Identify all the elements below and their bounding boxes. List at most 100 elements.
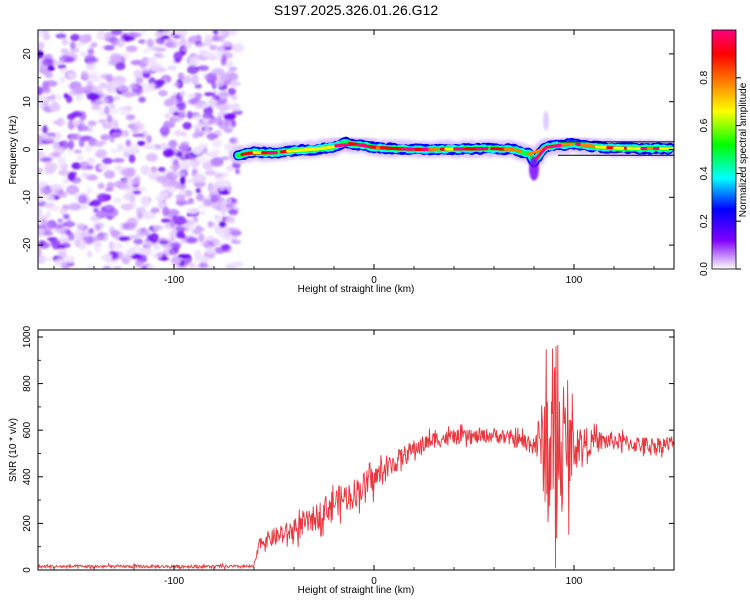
spectrogram-noise-blob [183, 258, 191, 264]
spectrogram-noise-blob [103, 204, 115, 214]
spectrogram-ytick-label: -20 [22, 237, 33, 252]
spectrogram-noise-blob [180, 90, 186, 98]
spectrogram-noise-region [38, 30, 245, 269]
spectrogram-noise-blob [140, 196, 150, 206]
spectrogram-noise-blob [179, 35, 186, 45]
snr-panel: -100 0 100 0 200 400 600 800 1000 Height of str… [8, 325, 675, 596]
spectrogram-noise-blob [172, 214, 178, 222]
spectrogram-noise-blob [130, 59, 144, 66]
spectrogram-noise-blob [176, 102, 186, 111]
spectrogram-noise-blob [218, 190, 230, 195]
spectrogram-noise-blob [219, 72, 233, 81]
spectrogram-noise-blob [109, 103, 116, 109]
spectrogram-noise-blob [196, 65, 209, 71]
spectrogram-noise-blob [194, 42, 207, 48]
spectrogram-noise-blob [45, 211, 51, 219]
spectrogram-noise-blob [176, 230, 185, 239]
spectrogram-noise-blob [210, 157, 224, 167]
spectrogram-noise-blob [111, 30, 123, 36]
spectrogram-noise-blob [231, 261, 244, 267]
spectrogram-noise-blob [221, 54, 227, 64]
spectrogram-noise-blob [38, 242, 50, 249]
spectrogram-noise-blob [230, 230, 242, 237]
spectrogram-noise-blob [87, 265, 94, 269]
spectrogram-noise-blob [227, 30, 238, 36]
spectrogram-noise-blob [110, 148, 122, 153]
spectrogram-noise-blob [153, 243, 161, 251]
spectrogram-noise-blob [175, 200, 188, 206]
spectrogram-noise-blob [59, 67, 69, 74]
spectrogram-noise-blob [116, 38, 125, 48]
spectrogram-noise-blob [218, 90, 230, 100]
spectrogram-noise-blob [128, 120, 136, 125]
spectrogram-noise-blob [159, 126, 170, 136]
spectrogram-noise-blob [91, 104, 101, 111]
spectrogram-noise-blob [204, 245, 216, 255]
spectrogram-noise-blob [125, 45, 138, 53]
spectrogram-noise-blob [65, 255, 75, 264]
spectrogram-noise-blob [42, 32, 51, 41]
spectrogram-noise-blob [132, 133, 145, 138]
spectrogram-noise-blob [81, 172, 89, 179]
spectrogram-noise-blob [208, 98, 218, 107]
spectrogram-noise-blob [49, 98, 55, 103]
spectrogram-noise-blob [103, 170, 115, 179]
spectrogram-noise-blob [135, 76, 144, 84]
spectrogram-noise-blob [149, 232, 159, 243]
spectrogram-noise-blob [38, 41, 45, 50]
spectrogram-noise-blob [110, 87, 117, 94]
spectrogram-noise-blob [52, 60, 65, 66]
spectrogram-noise-blob [117, 143, 123, 151]
spectrogram-noise-blob [156, 252, 167, 258]
spectrogram-noise-blob [120, 109, 132, 116]
colorbar-tick-label: 0.6 [699, 118, 710, 132]
spectrogram-noise-blob [61, 38, 69, 46]
spectrogram-noise-blob [202, 148, 208, 154]
spectrogram-noise-blob [98, 164, 109, 170]
spectrogram-noise-blob [73, 149, 82, 154]
spectrogram-noise-blob [192, 146, 202, 155]
spectrogram-noise-blob [135, 261, 144, 268]
spectrogram-noise-blob [220, 156, 230, 161]
spectrogram-noise-blob [59, 168, 69, 176]
trace-hot-segment [514, 148, 522, 153]
spectrogram-noise-blob [67, 232, 75, 241]
spectrogram-noise-blob [76, 222, 85, 229]
spectrogram-noise-blob [84, 75, 97, 80]
trace-dip [529, 156, 539, 181]
spectrogram-noise-blob [193, 181, 206, 188]
spectrogram-noise-blob [57, 244, 66, 249]
spectrogram-noise-blob [235, 168, 240, 175]
spectrogram-noise-blob [156, 53, 166, 59]
spectrogram-noise-blob [167, 39, 179, 49]
spectrogram-noise-blob [157, 240, 170, 245]
spectrogram-noise-blob [55, 94, 62, 101]
spectrogram-noise-blob [87, 47, 95, 56]
colorbar-tick-label: 0.8 [699, 70, 710, 84]
spectrogram-noise-blob [129, 178, 140, 185]
spectrogram-noise-blob [164, 223, 171, 230]
spectrogram-noise-blob [207, 220, 214, 228]
spectrogram-noise-blob [92, 236, 98, 243]
snr-xtick-label: -100 [164, 576, 184, 587]
spectrogram-noise-blob [153, 67, 167, 73]
spectrogram-noise-blob [224, 128, 233, 133]
spectrogram-noise-blob [161, 178, 171, 188]
snr-frame [37, 329, 675, 571]
spectrogram-noise-blob [162, 206, 170, 217]
spectrogram-noise-blob [78, 137, 85, 148]
spectrogram-noise-blob [40, 218, 48, 226]
spectrogram-noise-blob [194, 83, 202, 89]
spectrogram-noise-blob [106, 181, 115, 190]
spectrogram-noise-blob [86, 157, 95, 165]
spectrogram-noise-blob [38, 207, 42, 216]
spectrogram-noise-blob [173, 111, 180, 117]
spectrogram-noise-blob [116, 86, 129, 91]
spectrogram-noise-blob [38, 181, 43, 190]
spectrogram-noise-blob [202, 103, 210, 108]
spectrogram-noise-blob [97, 232, 105, 241]
spectrogram-noise-blob [88, 201, 94, 206]
spectrogram-noise-blob [186, 236, 198, 244]
spectrogram-noise-blob [190, 97, 199, 105]
